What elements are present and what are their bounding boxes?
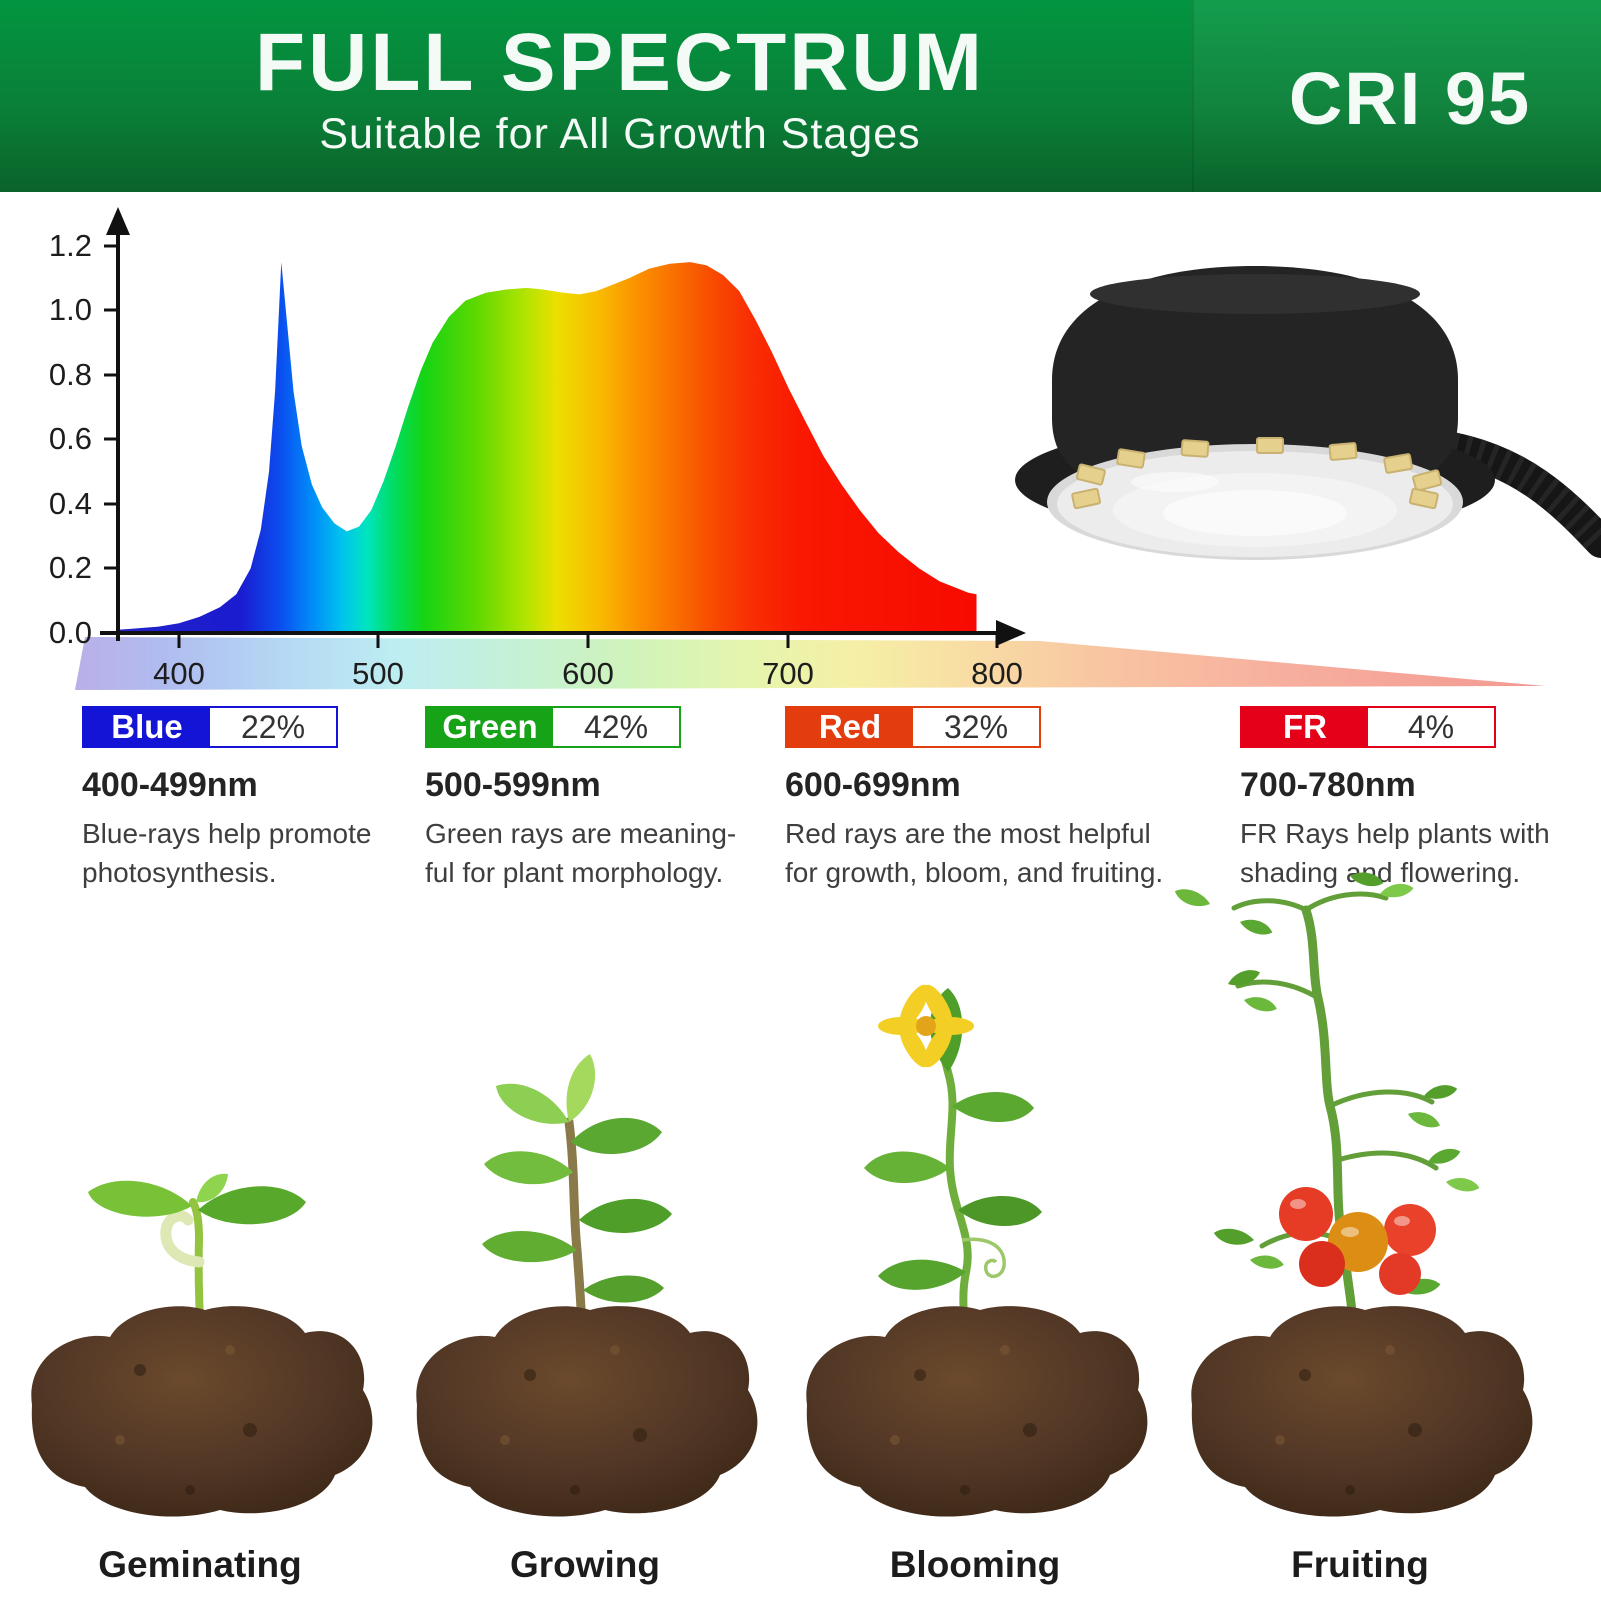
plant-blooming <box>864 984 1042 1394</box>
band-green-percent: 42% <box>553 708 679 746</box>
y-axis <box>104 207 130 641</box>
band-fr-percent: 4% <box>1368 708 1494 746</box>
band-blue-description: Blue-rays help promote photosynthesis. <box>82 818 372 888</box>
y-tick-label: 0.2 <box>49 550 92 585</box>
band-fr-range: 700-780nm <box>1240 766 1416 804</box>
band-blue-range: 400-499nm <box>82 766 258 804</box>
y-tick-label: 0.8 <box>49 357 92 392</box>
x-tick-label: 400 <box>153 656 205 691</box>
band-red-name: Red <box>787 708 913 746</box>
band-red-range: 600-699nm <box>785 766 961 804</box>
band-fr-name: FR <box>1242 708 1368 746</box>
growth-stages-illustration <box>31 870 1533 1517</box>
stage-label-growing: Growing <box>509 1544 661 1585</box>
cri-badge: CRI 95 <box>1288 57 1532 140</box>
x-tick-label: 800 <box>971 656 1023 691</box>
gooseneck-cable <box>1436 432 1601 558</box>
x-tick-label: 600 <box>562 656 614 691</box>
page-title: FULL SPECTRUM <box>255 17 985 108</box>
yellow-flower <box>878 984 974 1068</box>
band-green-name: Green <box>427 708 553 746</box>
x-tick-label: 500 <box>352 656 404 691</box>
x-axis-arrow <box>996 620 1026 646</box>
band-blue-name: Blue <box>84 708 210 746</box>
stage-label-germinating: Geminating <box>98 1544 302 1585</box>
band-red-percent: 32% <box>913 708 1039 746</box>
band-fr-description: FR Rays help plants with shading and flo… <box>1240 818 1550 888</box>
spectrum-curve <box>117 262 977 633</box>
stage-label-blooming: Blooming <box>889 1544 1061 1585</box>
lamp-head <box>1015 266 1495 560</box>
header-titles: FULL SPECTRUM Suitable for All Growth St… <box>0 22 1240 159</box>
page-subtitle: Suitable for All Growth Stages <box>319 110 921 158</box>
led-chips <box>1071 437 1443 510</box>
rainbow-wedge <box>75 637 1545 690</box>
y-tick-label: 1.2 <box>49 228 92 263</box>
band-red: Red 32% 600-699nm Red rays are the most … <box>785 706 1195 892</box>
grow-light-image <box>1015 266 1601 560</box>
plant-fruiting <box>1172 870 1481 1395</box>
y-tick-label: 0.6 <box>49 421 92 456</box>
stage-label-fruiting: Fruiting <box>1291 1544 1429 1585</box>
spectrum-chart: 1.2 1.0 0.8 0.6 0.4 0.2 0.0 400 500 600 … <box>49 207 1545 691</box>
band-green-bar: Green 42% <box>425 706 681 748</box>
x-tick-label: 700 <box>762 656 814 691</box>
header-banner: FULL SPECTRUM Suitable for All Growth St… <box>0 0 1601 192</box>
y-tick-label: 0.4 <box>49 486 92 521</box>
band-fr-bar: FR 4% <box>1240 706 1496 748</box>
band-blue: Blue 22% 400-499nm Blue-rays help promot… <box>82 706 412 892</box>
band-green-description: Green rays are meaning- ful for plant mo… <box>425 818 737 888</box>
tomatoes <box>1279 1187 1436 1295</box>
header-right-panel <box>1192 0 1601 192</box>
band-red-bar: Red 32% <box>785 706 1041 748</box>
band-red-description: Red rays are the most helpful for growth… <box>785 818 1164 888</box>
y-tick-label: 0.0 <box>49 615 92 650</box>
band-blue-percent: 22% <box>210 708 336 746</box>
soil-mounds <box>31 1306 1533 1517</box>
band-fr: FR 4% 700-780nm FR Rays help plants with… <box>1240 706 1590 892</box>
band-green-range: 500-599nm <box>425 766 601 804</box>
x-axis <box>100 620 1026 648</box>
y-tick-label: 1.0 <box>49 292 92 327</box>
plant-growing <box>482 1054 672 1395</box>
y-axis-arrow <box>106 207 130 235</box>
band-blue-bar: Blue 22% <box>82 706 338 748</box>
band-green: Green 42% 500-599nm Green rays are meani… <box>425 706 765 892</box>
